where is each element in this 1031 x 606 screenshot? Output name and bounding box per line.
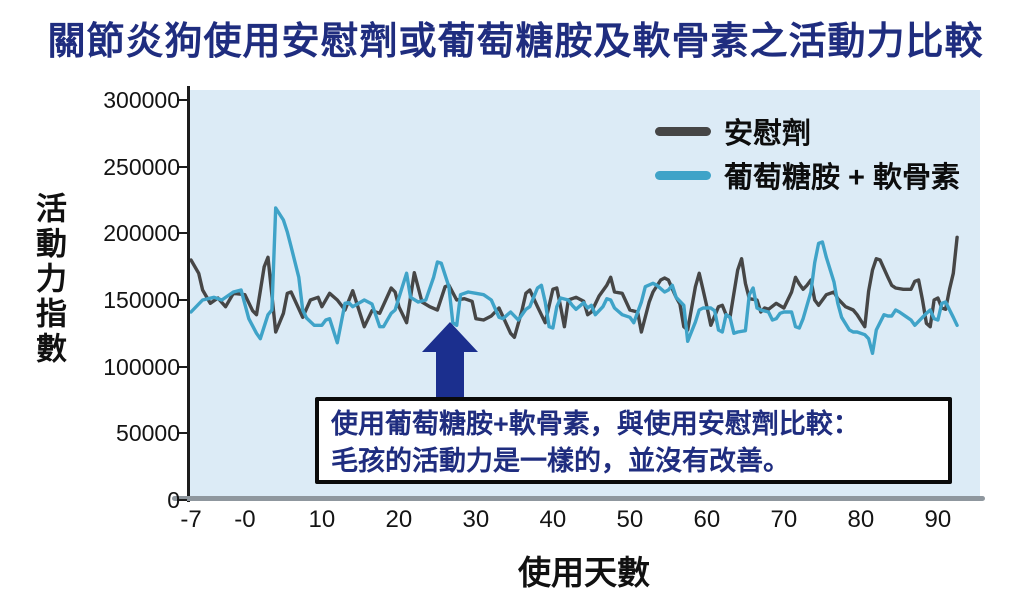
y-tick-mark [177, 232, 187, 235]
x-tick-label: 80 [847, 506, 875, 533]
y-tick-label: 250000 [103, 153, 180, 180]
series-line-1 [189, 206, 959, 355]
y-tick-mark [177, 299, 187, 301]
up-arrow-icon [422, 322, 478, 399]
y-tick-label: 50000 [116, 420, 180, 447]
x-tick-label: 10 [308, 506, 336, 533]
x-tick-label: -0 [234, 506, 256, 533]
y-tick-mark [177, 165, 187, 168]
y-axis-title: 活動力指數 [31, 192, 66, 367]
y-tick-label: 100000 [103, 353, 180, 380]
glucosamine-line-swatch [655, 170, 711, 180]
x-tick-label: 70 [770, 506, 798, 533]
x-tick-label: 40 [539, 506, 567, 533]
x-tick-label: 90 [924, 506, 952, 533]
annotation-box: 使用葡萄糖胺+軟骨素，與使用安慰劑比較： 毛孩的活動力是一樣的，並沒有改善。 [315, 397, 952, 484]
series-line-0 [189, 235, 959, 340]
legend-row-placebo: 安慰劑 [655, 109, 960, 153]
y-tick-mark [177, 432, 187, 435]
x-tick-label: 50 [616, 506, 644, 533]
chart-title: 關節炎狗使用安慰劑或葡萄糖胺及軟骨素之活動力比較 [47, 21, 984, 63]
legend: 安慰劑 葡萄糖胺 + 軟骨素 [655, 109, 960, 197]
y-tick-label: 0 [167, 487, 180, 513]
y-tick-mark [177, 499, 187, 501]
y-tick-mark [177, 99, 187, 101]
x-axis-line [172, 496, 985, 501]
x-tick-label: 20 [385, 506, 413, 533]
line-plot [189, 206, 959, 355]
placebo-line-swatch [655, 126, 711, 136]
y-tick-label: 150000 [103, 287, 180, 313]
x-tick-label: -7 [180, 506, 202, 533]
annotation-line-2: 毛孩的活動力是一樣的，並沒有改善。 [331, 446, 790, 476]
legend-row-glucosamine: 葡萄糖胺 + 軟骨素 [655, 153, 960, 197]
legend-label-placebo: 安慰劑 [724, 118, 812, 150]
y-tick-label: 300000 [103, 87, 180, 113]
annotation-line-1: 使用葡萄糖胺+軟骨素，與使用安慰劑比較： [331, 409, 860, 439]
y-axis-line [187, 86, 190, 502]
x-tick-label: 30 [462, 506, 490, 533]
y-tick-mark [177, 365, 187, 368]
y-tick-label: 200000 [103, 220, 180, 247]
x-axis-title: 使用天數 [518, 554, 650, 591]
legend-label-glucosamine: 葡萄糖胺 + 軟骨素 [724, 162, 961, 194]
x-tick-label: 60 [693, 506, 721, 533]
